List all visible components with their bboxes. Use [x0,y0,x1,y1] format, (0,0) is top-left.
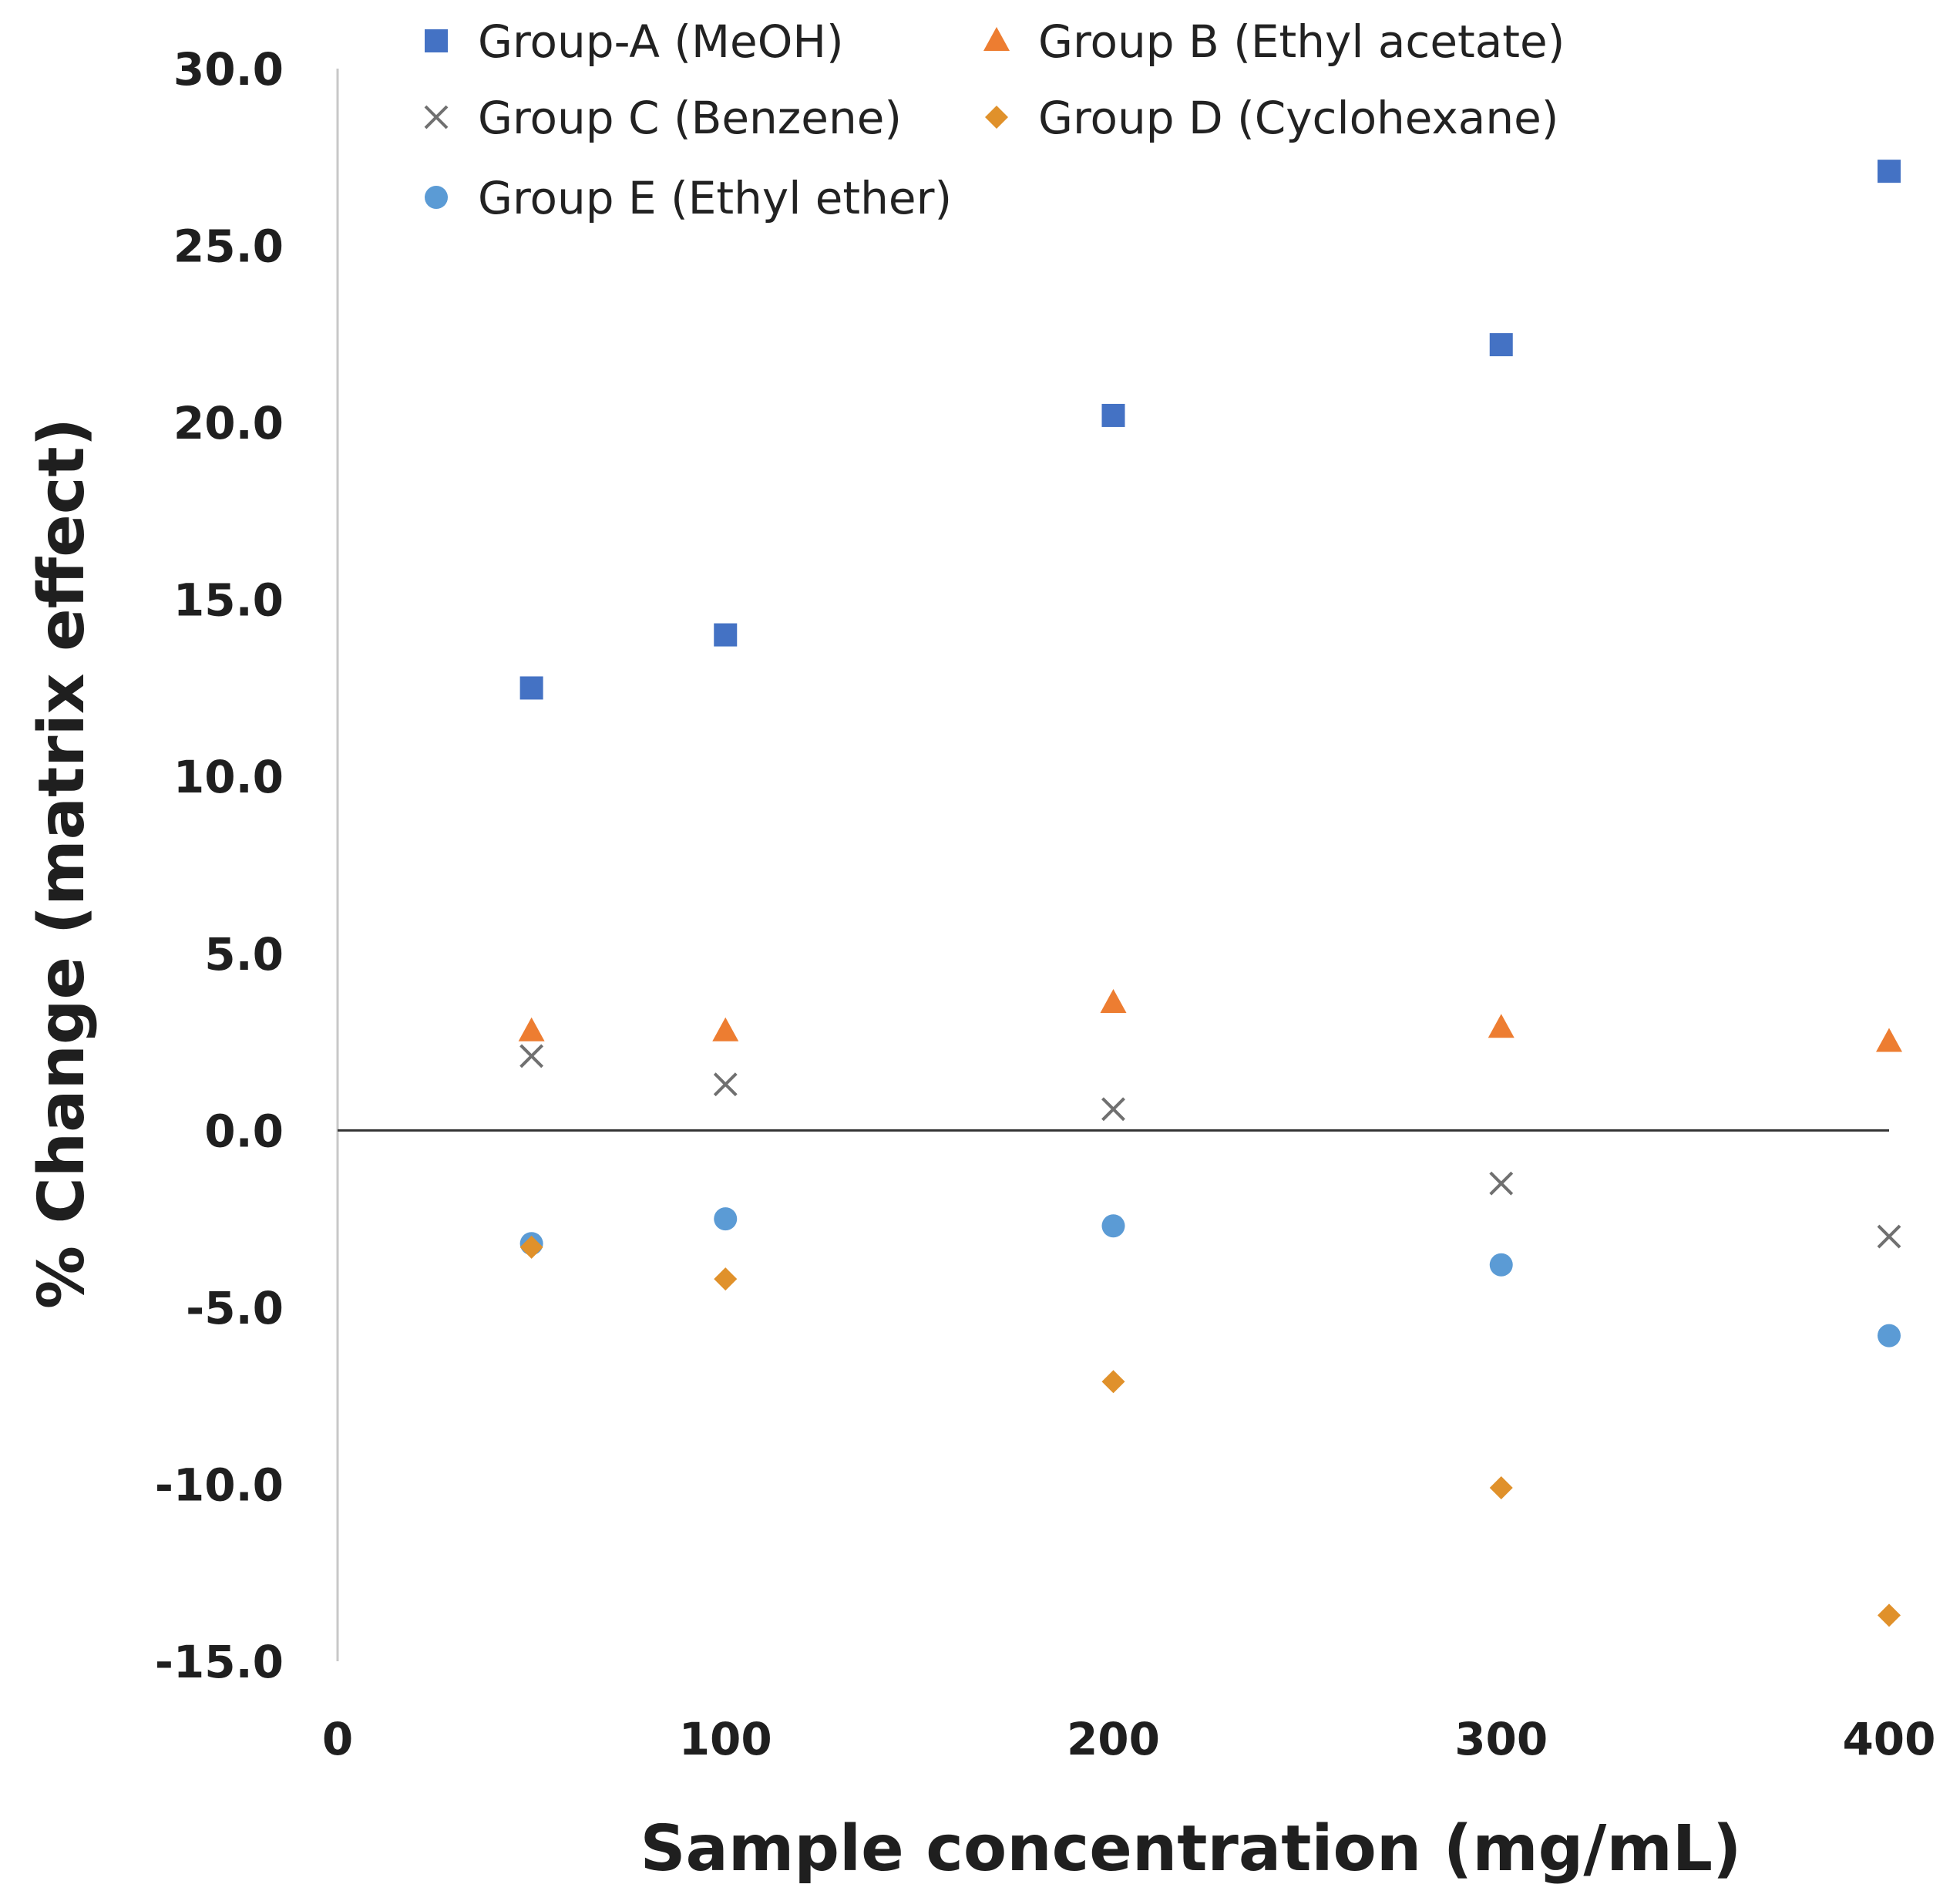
point-triangle-2 [712,1017,739,1041]
y-tick-label: 10.0 [173,751,284,803]
legend-marker-circle [425,186,448,209]
point-circle-5 [1489,1253,1513,1277]
point-circle-5 [1101,1214,1125,1238]
point-triangle-2 [518,1017,545,1041]
point-triangle-2 [1100,989,1127,1014]
legend-label: Group D (Cyclohexane) [1038,92,1558,144]
point-triangle-2 [1488,1014,1515,1038]
legend-label: Group-A (MeOH) [478,15,844,68]
point-square-1 [519,676,543,700]
point-x-3 [519,1044,544,1068]
legend-label: Group B (Ethyl acetate) [1038,15,1565,68]
point-diamond-4 [519,1235,543,1259]
y-axis-ticks: 30.0 25.0 20.0 15.0 10.0 5.0 0.0 -5.0 -10.0 -15.0 [155,43,284,1688]
point-triangle-2 [1876,1028,1902,1052]
legend: Group-A (MeOH) Group B (Ethyl acetate) Gro… [424,15,1565,224]
point-square-1 [1489,333,1513,357]
x-tick-label: 400 [1842,1713,1935,1765]
data-points [518,160,1902,1627]
point-circle-5 [714,1207,738,1231]
point-diamond-4 [1878,1603,1901,1627]
x-axis-ticks: 0 100 200 300 400 [322,1713,1936,1765]
x-tick-label: 0 [322,1713,353,1765]
point-square-1 [1878,160,1901,183]
legend-marker-triangle [983,27,1010,51]
x-axis-title: Sample concentration (mg/mL) [640,1812,1742,1886]
y-tick-label: 0.0 [204,1105,284,1157]
point-diamond-4 [1489,1476,1513,1500]
legend-marker-square [425,29,448,52]
point-diamond-4 [714,1267,738,1291]
legend-marker-diamond [985,106,1008,129]
y-tick-label: -5.0 [186,1282,284,1334]
point-circle-5 [1878,1324,1901,1348]
point-x-3 [1877,1224,1901,1249]
point-square-1 [714,623,738,647]
y-tick-label: 5.0 [204,928,284,981]
point-diamond-4 [1101,1370,1125,1394]
y-tick-label: 25.0 [173,220,284,273]
x-tick-label: 200 [1067,1713,1160,1765]
point-x-3 [1489,1171,1514,1196]
legend-label: Group E (Ethyl ether) [478,172,952,224]
legend-label: Group C (Benzene) [478,92,902,144]
point-x-3 [713,1072,738,1097]
point-x-3 [1101,1097,1125,1122]
y-tick-label: 15.0 [173,574,284,627]
x-tick-label: 100 [679,1713,772,1765]
point-square-1 [1101,403,1125,427]
x-tick-label: 300 [1454,1713,1548,1765]
y-axis-title: % Change (matrix effect) [25,418,99,1309]
y-tick-label: -15.0 [155,1636,284,1688]
y-tick-label: 30.0 [173,43,284,96]
y-tick-label: -10.0 [155,1459,284,1511]
legend-marker-x [424,105,449,130]
y-tick-label: 20.0 [173,397,284,449]
